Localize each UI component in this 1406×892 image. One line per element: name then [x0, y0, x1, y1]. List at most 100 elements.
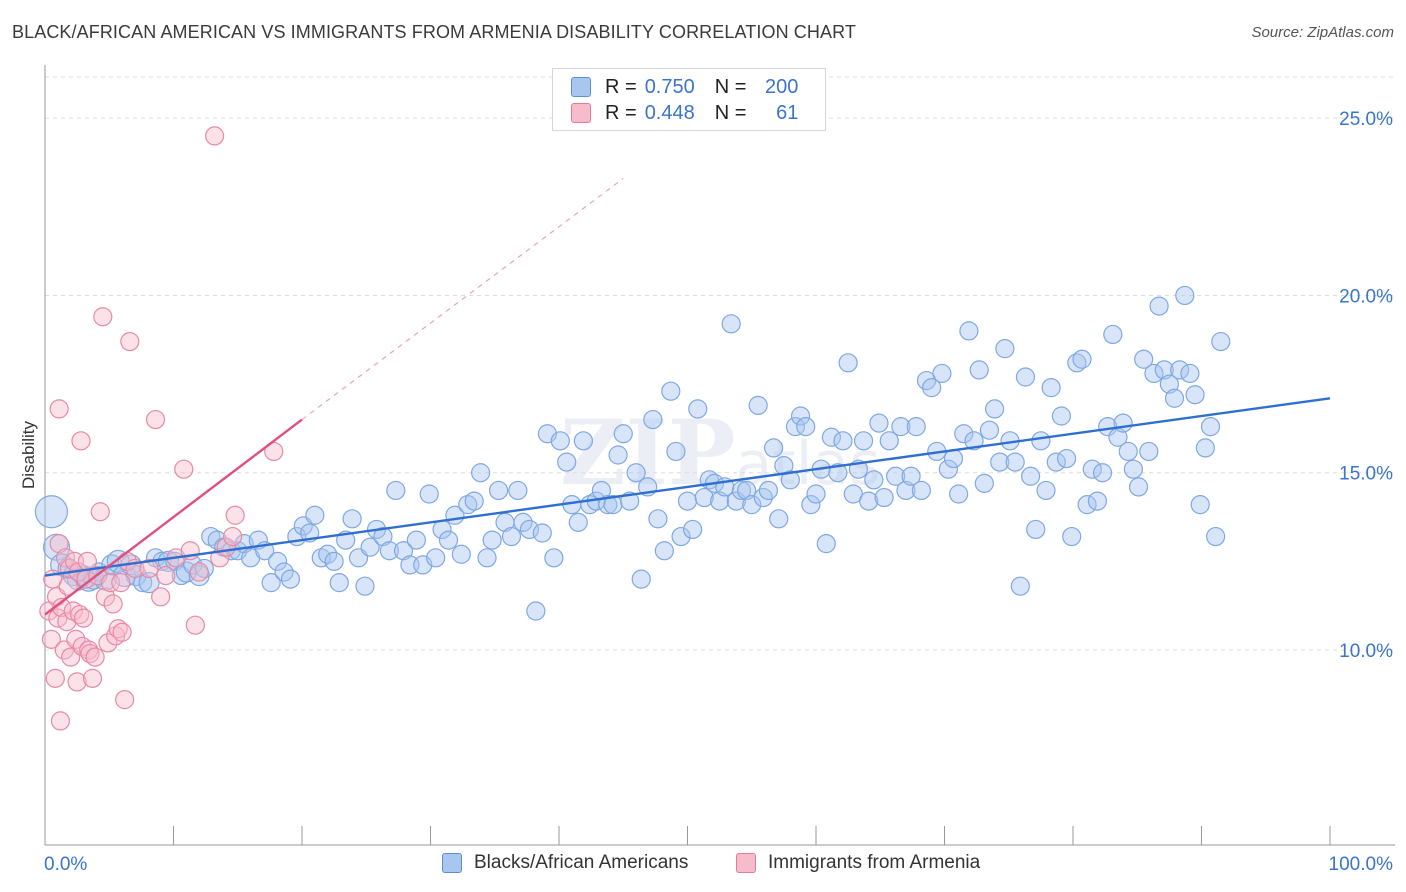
point-blacks	[731, 480, 752, 501]
point-blacks	[859, 491, 879, 511]
point-blacks	[1082, 459, 1102, 479]
point-blacks	[557, 452, 577, 472]
point-blacks	[373, 526, 393, 547]
trendline-extension-armenia	[301, 177, 624, 421]
point-armenia	[85, 647, 105, 667]
stats-box: R = 0.750 N = 200 R = 0.448 N = 61	[552, 68, 826, 131]
point-armenia	[67, 672, 87, 692]
point-blacks	[1020, 466, 1041, 486]
x-tick-label: 100.0%	[1329, 854, 1394, 875]
point-armenia	[93, 307, 113, 327]
point-blacks	[568, 512, 588, 532]
point-blacks	[769, 509, 789, 529]
point-armenia	[174, 459, 194, 479]
point-blacks	[990, 452, 1010, 472]
legend-item-armenia: Immigrants from Armenia	[736, 852, 980, 874]
point-blacks	[1180, 363, 1200, 384]
point-blacks	[1051, 406, 1072, 426]
point-blacks	[742, 495, 762, 515]
point-blacks	[1139, 441, 1159, 462]
trendline-blacks	[44, 397, 1331, 577]
point-blacks	[821, 427, 842, 447]
point-blacks	[683, 519, 703, 540]
stats-r-value: 0.750	[644, 75, 695, 98]
point-armenia	[80, 643, 100, 664]
point-blacks	[985, 399, 1005, 419]
point-armenia	[139, 558, 159, 579]
stats-swatch-armenia	[571, 103, 591, 123]
legend-item-blacks: Blacks/African Americans	[442, 852, 688, 874]
point-armenia	[100, 573, 121, 593]
legend-swatch-armenia	[736, 853, 756, 873]
point-armenia	[151, 587, 171, 607]
point-blacks	[838, 353, 858, 373]
point-blacks	[864, 470, 884, 490]
point-blacks	[758, 480, 779, 501]
point-blacks	[280, 569, 301, 589]
point-blacks	[324, 551, 344, 571]
point-blacks	[922, 378, 942, 398]
point-armenia	[112, 622, 132, 642]
point-blacks	[816, 534, 836, 554]
point-blacks	[1103, 324, 1123, 345]
point-blacks	[1149, 296, 1169, 316]
point-blacks	[1175, 285, 1195, 306]
point-armenia	[145, 409, 166, 430]
point-blacks	[710, 491, 730, 511]
point-blacks	[1026, 519, 1046, 540]
point-armenia	[98, 633, 118, 653]
point-blacks	[806, 484, 826, 504]
point-blacks	[879, 431, 899, 451]
stats-r-value: 0.448	[644, 101, 695, 124]
point-armenia	[49, 399, 69, 419]
point-blacks	[482, 530, 502, 550]
point-armenia	[103, 594, 123, 614]
legend-label-armenia: Immigrants from Armenia	[768, 852, 981, 873]
point-blacks	[573, 431, 594, 451]
point-armenia	[45, 668, 65, 688]
point-blacks	[419, 484, 439, 504]
point-blacks	[891, 417, 911, 437]
point-blacks	[489, 480, 509, 501]
y-tick-label: 10.0%	[1339, 641, 1393, 662]
point-blacks	[949, 484, 969, 504]
point-armenia	[223, 526, 243, 547]
point-blacks	[1154, 360, 1174, 380]
point-blacks	[1190, 495, 1210, 515]
point-blacks	[979, 420, 1000, 440]
point-blacks	[748, 395, 768, 415]
point-blacks	[737, 480, 757, 501]
stats-swatch-blacks	[571, 77, 591, 97]
point-blacks	[901, 466, 921, 486]
stats-n-label: N =	[714, 75, 747, 98]
y-tick-label: 25.0%	[1339, 109, 1393, 130]
point-blacks	[666, 441, 686, 462]
point-blacks	[1159, 374, 1179, 394]
point-blacks	[194, 558, 214, 579]
x-tick-label: 0.0%	[44, 854, 87, 875]
point-blacks	[386, 480, 406, 501]
point-armenia	[225, 505, 245, 525]
point-blacks	[526, 601, 546, 621]
point-blacks	[671, 526, 691, 547]
point-blacks	[329, 573, 349, 593]
point-blacks	[1118, 441, 1138, 462]
y-tick-label: 20.0%	[1339, 286, 1393, 307]
point-blacks	[1015, 367, 1036, 387]
point-armenia	[41, 629, 62, 649]
point-armenia	[156, 565, 176, 586]
point-blacks	[544, 548, 564, 568]
point-armenia	[95, 587, 115, 607]
point-blacks	[995, 339, 1015, 359]
stats-row-armenia: R = 0.448 N = 61	[571, 101, 798, 125]
point-blacks	[677, 491, 698, 511]
point-blacks	[964, 431, 984, 451]
point-blacks	[654, 541, 674, 561]
point-blacks	[906, 417, 926, 437]
point-blacks	[1072, 349, 1092, 369]
point-blacks	[261, 573, 281, 593]
point-blacks	[1005, 452, 1025, 472]
point-armenia	[210, 548, 230, 568]
point-armenia	[50, 711, 71, 731]
point-blacks	[1200, 417, 1221, 437]
